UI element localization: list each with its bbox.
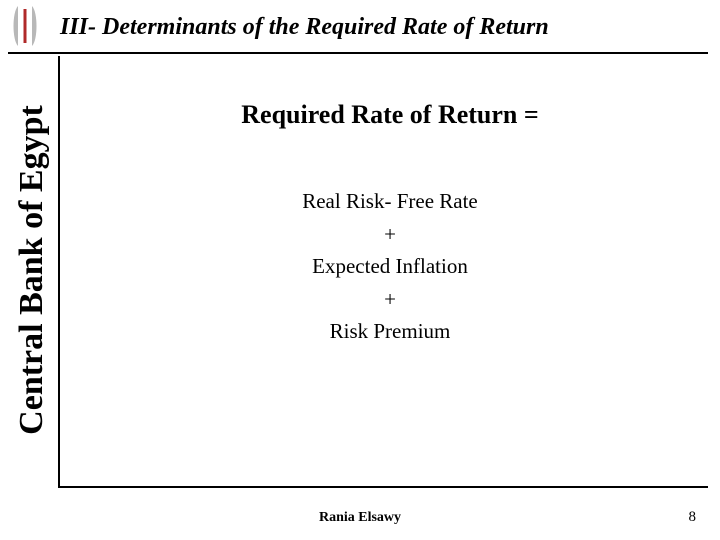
sidebar-label-text: Central Bank of Egypt	[13, 105, 51, 435]
sidebar-label: Central Bank of Egypt	[10, 60, 54, 480]
formula-line: Expected Inflation	[100, 250, 680, 283]
formula-plus: +	[100, 218, 680, 251]
content-heading: Required Rate of Return =	[100, 100, 680, 130]
formula-line: Risk Premium	[100, 315, 680, 348]
footer-page-number: 8	[689, 509, 697, 526]
slide: III- Determinants of the Required Rate o…	[0, 0, 720, 540]
bottom-divider	[58, 486, 708, 488]
formula-plus: +	[100, 283, 680, 316]
footer-author: Rania Elsawy	[0, 510, 720, 526]
formula-line: Real Risk- Free Rate	[100, 185, 680, 218]
sidebar-divider	[58, 56, 60, 486]
content-area: Required Rate of Return = Real Risk- Fre…	[100, 85, 680, 348]
cbe-logo-icon	[8, 6, 42, 46]
title-divider	[8, 52, 708, 54]
slide-title: III- Determinants of the Required Rate o…	[60, 14, 700, 41]
